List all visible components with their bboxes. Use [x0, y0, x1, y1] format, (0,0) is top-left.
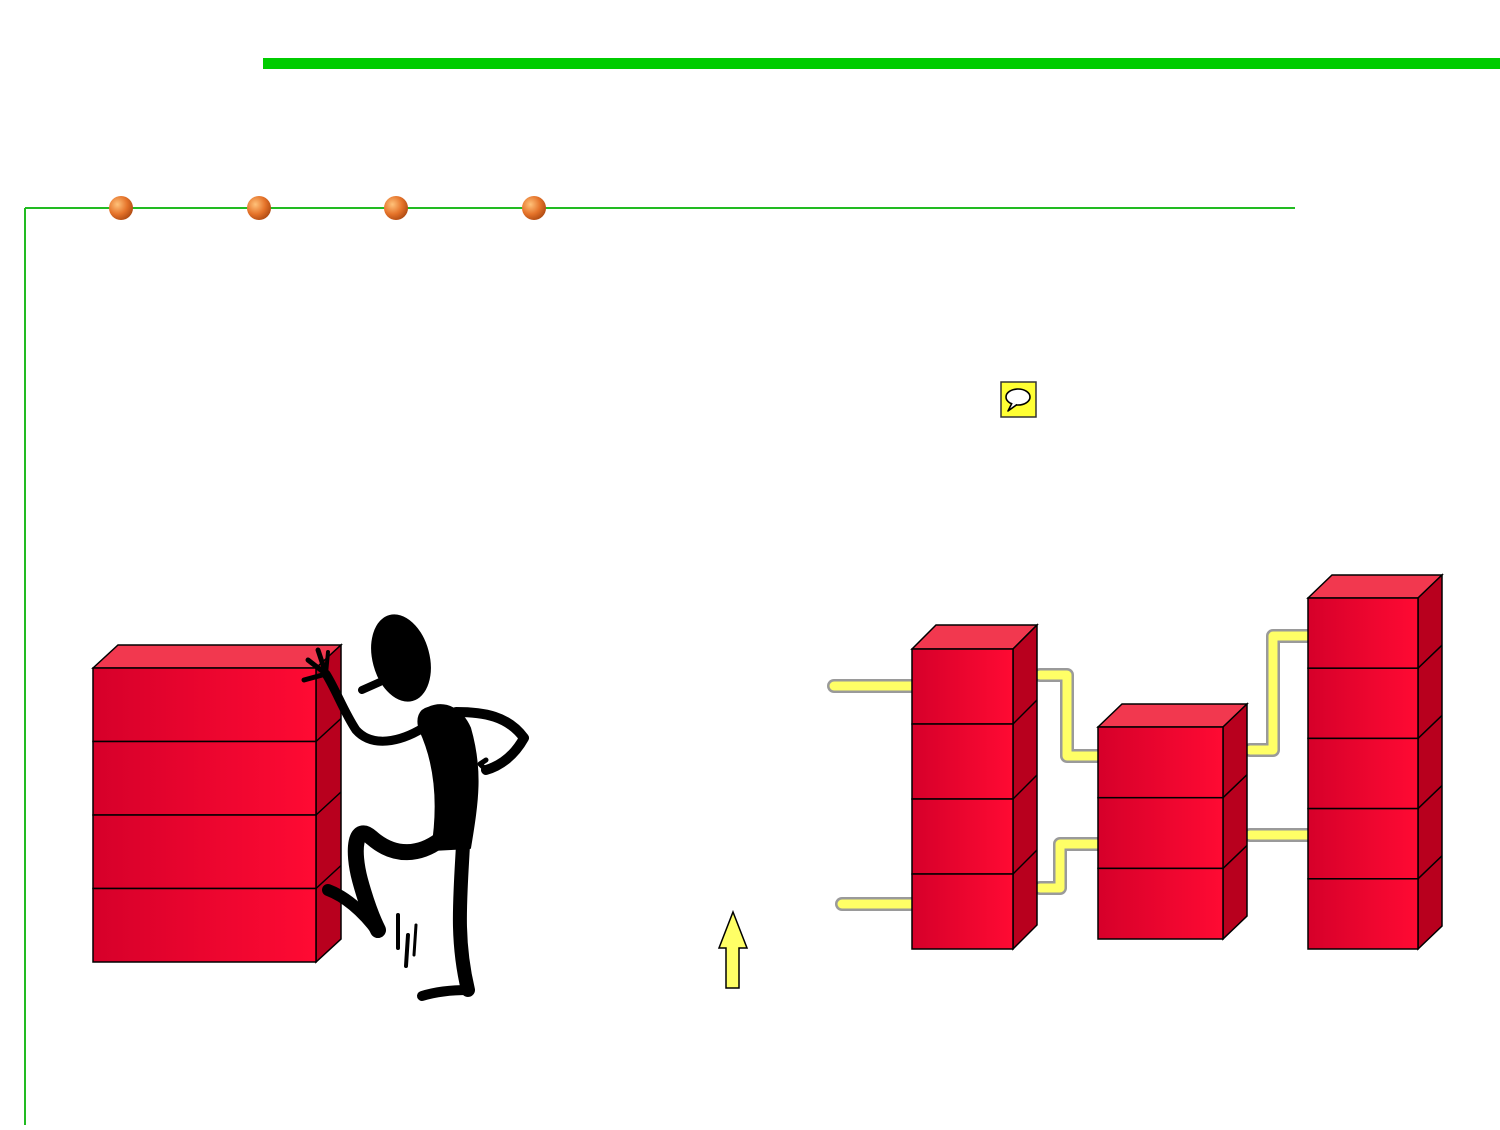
right-stack-2	[1096, 702, 1249, 941]
block-side-face	[1417, 573, 1443, 951]
block-layer	[911, 723, 1014, 800]
block-layer	[911, 873, 1014, 950]
block-layer	[1097, 726, 1224, 799]
block-layer	[92, 740, 317, 816]
block-layer	[1307, 807, 1419, 880]
block-layer	[911, 648, 1014, 725]
bullet-dot	[247, 196, 271, 220]
bullet-row	[109, 196, 546, 220]
block-layer	[92, 667, 317, 743]
block-layer	[1097, 867, 1224, 940]
block-layer	[911, 798, 1014, 875]
pushing-stick-figure	[301, 614, 529, 1001]
block-layer	[92, 887, 317, 963]
block-top-face	[1096, 703, 1249, 728]
block-layer	[92, 814, 317, 890]
speech-bubble-icon[interactable]	[1000, 381, 1037, 418]
block-top-face	[91, 644, 343, 669]
block-side-face	[1222, 702, 1248, 941]
bullet-dot	[522, 196, 546, 220]
left-block-stack	[91, 643, 343, 964]
up-arrow-icon	[717, 909, 749, 989]
bullet-dot	[109, 196, 133, 220]
bullet-dot	[384, 196, 408, 220]
top-green-bar	[263, 58, 1500, 69]
right-stack-3	[1306, 573, 1444, 951]
block-layer	[1307, 667, 1419, 740]
block-layer	[1097, 796, 1224, 870]
block-layer	[1307, 878, 1419, 950]
block-layer	[1307, 737, 1419, 810]
block-layer	[1307, 597, 1419, 669]
connector-lines	[827, 629, 1315, 911]
right-stack-1	[910, 623, 1039, 951]
